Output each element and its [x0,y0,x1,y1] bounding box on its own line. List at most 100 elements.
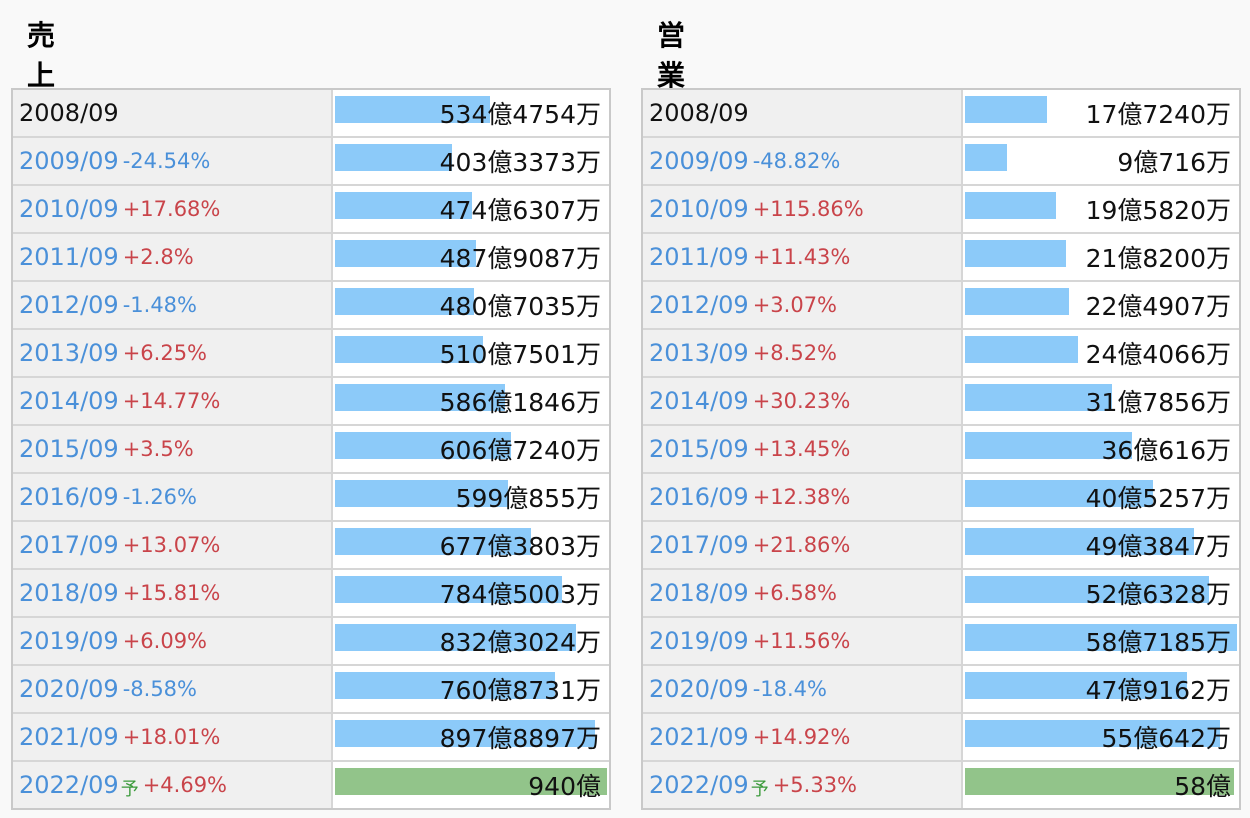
yoy-change: +14.92% [752,725,851,749]
value-bar [335,144,452,171]
fiscal-year-label[interactable]: 2012/09 [19,291,119,319]
fiscal-year-label[interactable]: 2013/09 [19,339,119,367]
fiscal-year-label[interactable]: 2021/09 [19,723,119,751]
value-cell: 47億9162万 [965,666,1237,712]
fiscal-year-label[interactable]: 2019/09 [649,627,749,655]
table-row: 2009/09 -48.82% 9億716万 [643,136,1239,184]
yoy-change: +6.25% [122,341,208,365]
value-cell: 31億7856万 [965,378,1237,424]
value-label: 760億8731万 [439,676,601,705]
value-bar [335,288,475,315]
row-label: 2018/09 +6.58% [643,570,963,616]
fiscal-year-label[interactable]: 2010/09 [19,195,119,223]
value-cell: 832億3024万 [335,618,607,664]
yoy-change: +6.09% [122,629,208,653]
yoy-change: +17.68% [122,197,221,221]
fiscal-year-label[interactable]: 2009/09 [649,147,749,175]
value-label: 55億642万 [1101,724,1231,753]
fiscal-year-label[interactable]: 2017/09 [649,531,749,559]
table-row: 2020/09 -8.58% 760億8731万 [13,664,609,712]
fiscal-year-label[interactable]: 2019/09 [19,627,119,655]
table-row: 2011/09 +11.43% 21億8200万 [643,232,1239,280]
value-bar [965,240,1067,267]
row-label: 2008/09 [643,90,963,136]
table-row: 2010/09 +17.68% 474億6307万 [13,184,609,232]
row-label: 2009/09 -24.54% [13,138,333,184]
value-cell: 586億1846万 [335,378,607,424]
value-bar [965,480,1153,507]
fiscal-year-label[interactable]: 2018/09 [19,579,119,607]
fiscal-year-label[interactable]: 2016/09 [19,483,119,511]
value-bar [335,240,477,267]
row-label: 2016/09 +12.38% [643,474,963,520]
value-label: 940億 [528,772,601,801]
value-cell: 24億4066万 [965,330,1237,376]
table-row: 2016/09 +12.38% 40億5257万 [643,472,1239,520]
value-label: 17億7240万 [1085,100,1231,129]
value-label: 480億7035万 [439,292,601,321]
row-label: 2020/09 -18.4% [643,666,963,712]
fiscal-year-label[interactable]: 2010/09 [649,195,749,223]
fiscal-year-label[interactable]: 2009/09 [19,147,119,175]
fiscal-year-label[interactable]: 2015/09 [649,435,749,463]
value-bar [965,528,1194,555]
value-label: 474億6307万 [439,196,601,225]
row-label: 2017/09 +21.86% [643,522,963,568]
value-cell: 760億8731万 [335,666,607,712]
table-row: 2012/09 +3.07% 22億4907万 [643,280,1239,328]
fiscal-year-label[interactable]: 2017/09 [19,531,119,559]
row-label: 2010/09 +17.68% [13,186,333,232]
fiscal-year-label[interactable]: 2014/09 [19,387,119,415]
table-row: 2017/09 +13.07% 677億3803万 [13,520,609,568]
value-cell: 784億5003万 [335,570,607,616]
fiscal-year-label[interactable]: 2015/09 [19,435,119,463]
table-row: 2009/09 -24.54% 403億3373万 [13,136,609,184]
fiscal-year-label[interactable]: 2014/09 [649,387,749,415]
value-bar [965,672,1187,699]
yoy-change: -18.4% [752,677,827,701]
value-bar [965,96,1048,123]
value-cell: 606億7240万 [335,426,607,472]
value-cell: 17億7240万 [965,90,1237,136]
table-row: 2020/09 -18.4% 47億9162万 [643,664,1239,712]
fiscal-year-label[interactable]: 2022/09 [649,771,749,799]
table-row: 2015/09 +13.45% 36億616万 [643,424,1239,472]
yoy-change: +3.07% [752,293,838,317]
table-row: 2022/09 予 +5.33% 58億 [643,760,1239,808]
fiscal-year-label[interactable]: 2012/09 [649,291,749,319]
value-cell: 403億3373万 [335,138,607,184]
value-cell: 52億6328万 [965,570,1237,616]
value-label: 49億3847万 [1085,532,1231,561]
value-label: 606億7240万 [439,436,601,465]
fiscal-year-label[interactable]: 2011/09 [19,243,119,271]
value-label: 832億3024万 [439,628,601,657]
yoy-change: +11.43% [752,245,851,269]
row-label: 2013/09 +8.52% [643,330,963,376]
yoy-change: +4.69% [142,773,228,797]
table-row: 2011/09 +2.8% 487億9087万 [13,232,609,280]
fiscal-year-label[interactable]: 2016/09 [649,483,749,511]
table-row: 2013/09 +8.52% 24億4066万 [643,328,1239,376]
table-row: 2018/09 +15.81% 784億5003万 [13,568,609,616]
fiscal-year-label[interactable]: 2013/09 [649,339,749,367]
row-label: 2012/09 +3.07% [643,282,963,328]
value-label: 403億3373万 [439,148,601,177]
forecast-mark: 予 [120,779,139,800]
value-label: 24億4066万 [1085,340,1231,369]
fiscal-year-label[interactable]: 2020/09 [19,675,119,703]
table-row: 2018/09 +6.58% 52億6328万 [643,568,1239,616]
value-label: 36億616万 [1101,436,1231,465]
fiscal-year-label[interactable]: 2011/09 [649,243,749,271]
fiscal-year-label[interactable]: 2022/09 [19,771,119,799]
value-cell: 55億642万 [965,714,1237,760]
yoy-change: -24.54% [122,149,211,173]
table-row: 2021/09 +14.92% 55億642万 [643,712,1239,760]
fiscal-year-label[interactable]: 2018/09 [649,579,749,607]
yoy-change: +8.52% [752,341,838,365]
fiscal-year-label[interactable]: 2020/09 [649,675,749,703]
yoy-change: +115.86% [752,197,864,221]
yoy-change: +15.81% [122,581,221,605]
value-label: 19億5820万 [1085,196,1231,225]
fiscal-year-label[interactable]: 2021/09 [649,723,749,751]
value-label: 58億 [1174,772,1231,801]
